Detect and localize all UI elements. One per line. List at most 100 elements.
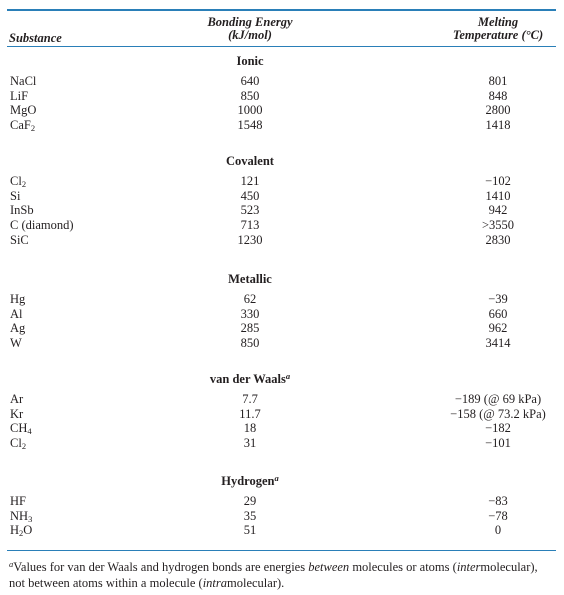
cell-melting-temperature: −39 (488, 292, 508, 306)
section-footnote-marker: a (285, 371, 291, 381)
cell-bonding-energy: 51 (243, 523, 257, 538)
cell-substance: H2O (10, 523, 32, 537)
footnote-marker: a (9, 559, 14, 569)
header-bonding-energy-line2: (kJ/mol) (228, 28, 272, 42)
cell-substance: Al (10, 307, 23, 321)
table-bottom-rule (7, 550, 556, 551)
cell-melting-temperature: 1418 (485, 118, 511, 133)
footnote: aValues for van der Waals and hydrogen b… (9, 559, 554, 591)
cell-melting-temperature: 942 (488, 203, 508, 218)
cell-bonding-energy: 1000 (237, 103, 263, 118)
cell-bonding-energy: 450 (240, 188, 260, 203)
cell-substance: C (diamond) (10, 218, 74, 232)
section-footnote-marker: a (274, 473, 279, 483)
substance-name: InSb (10, 203, 34, 218)
header-melting-temperature: Melting Temperature (°C) (398, 16, 564, 42)
cell-substance: HF (10, 494, 26, 508)
cell-bonding-energy: 121 (240, 174, 260, 188)
cell-melting-temperature: −102 (485, 174, 511, 188)
substance-subscript: 4 (27, 426, 32, 437)
substance-name: SiC (10, 232, 29, 247)
section-title: Ionic (0, 54, 500, 68)
cell-substance: CaF2 (10, 118, 35, 132)
header-rule (7, 46, 556, 47)
cell-substance: Ar (10, 392, 23, 406)
footnote-text-1: Values for van der Waals and hydrogen bo… (13, 560, 309, 574)
cell-melting-temperature: 0 (494, 523, 502, 538)
footnote-text-4: molecular). (227, 576, 285, 590)
section-label: Covalent (226, 154, 274, 168)
cell-bonding-energy: 11.7 (239, 406, 261, 421)
cell-substance: SiC (10, 233, 29, 247)
substance-subscript: 2 (30, 123, 36, 134)
cell-melting-temperature: −189 (@ 69 kPa) (454, 392, 542, 406)
footnote-inter: inter (456, 560, 481, 574)
footnote-between: between (308, 560, 350, 574)
cell-melting-temperature: −158 (@ 73.2 kPa) (450, 406, 546, 421)
section-label: Metallic (228, 272, 272, 286)
footnote-text-2: molecules or atoms ( (349, 560, 457, 574)
section-title: Metallic (0, 272, 500, 286)
section-title: Covalent (0, 154, 500, 168)
section-label: Ionic (236, 54, 264, 68)
section-label: van der Waals (209, 372, 286, 386)
cell-substance: NH3 (10, 509, 32, 523)
cell-bonding-energy: 285 (240, 321, 260, 336)
substance-name: Ag (10, 321, 26, 336)
substance-name: HF (10, 494, 26, 508)
header-melting-line1: Melting (477, 15, 519, 29)
cell-substance: Ag (10, 321, 25, 335)
cell-substance: Hg (10, 292, 25, 306)
cell-bonding-energy: 35 (243, 508, 257, 523)
cell-melting-temperature: 660 (488, 306, 508, 321)
cell-bonding-energy: 1230 (237, 232, 263, 247)
substance-subscript: 3 (28, 513, 33, 524)
substance-name: C (diamond) (10, 218, 74, 233)
cell-bonding-energy: 850 (240, 336, 260, 351)
cell-melting-temperature: −83 (488, 494, 508, 508)
cell-substance: Cl2 (10, 436, 26, 450)
header-substance: Substance (9, 31, 62, 45)
substance-name: Al (10, 306, 23, 321)
substance-subscript: 2 (21, 179, 27, 189)
cell-bonding-energy: 18 (243, 421, 257, 436)
cell-substance: Kr (10, 407, 23, 421)
substance-name: CH (10, 421, 28, 436)
cell-bonding-energy: 7.7 (242, 392, 258, 406)
section-title: van der Waalsa (0, 372, 500, 386)
cell-melting-temperature: −78 (488, 508, 508, 523)
section-title: Hydrogena (0, 474, 500, 488)
substance-name: Si (10, 188, 21, 203)
substance-name: NH (10, 508, 29, 523)
cell-melting-temperature: 2830 (485, 232, 511, 247)
header-bonding-energy: Bonding Energy (kJ/mol) (170, 16, 330, 42)
cell-substance: Si (10, 189, 20, 203)
substance-name: Ar (10, 392, 24, 406)
substance-name: Kr (10, 406, 24, 421)
cell-substance: InSb (10, 203, 34, 217)
cell-substance: Cl2 (10, 174, 26, 188)
cell-bonding-energy: 31 (243, 436, 257, 451)
cell-melting-temperature: 962 (488, 321, 508, 336)
cell-bonding-energy: 850 (240, 88, 260, 103)
cell-melting-temperature: −101 (485, 436, 511, 451)
cell-melting-temperature: −182 (485, 421, 511, 436)
section-label: Hydrogen (221, 474, 275, 488)
substance-subscript: 2 (19, 528, 24, 539)
cell-substance: LiF (10, 89, 28, 103)
substance-name: Hg (10, 292, 26, 306)
cell-bonding-energy: 330 (240, 306, 260, 321)
header-bonding-energy-line1: Bonding Energy (207, 15, 293, 29)
cell-substance: CH4 (10, 421, 32, 435)
cell-substance: W (10, 336, 22, 350)
substance-name: Cl (10, 174, 22, 188)
table-top-rule (7, 9, 556, 11)
substance-name: CaF (10, 118, 31, 133)
substance-name: W (10, 336, 22, 351)
cell-melting-temperature: 801 (488, 74, 508, 88)
cell-melting-temperature: 2800 (485, 103, 511, 118)
cell-bonding-energy: 640 (240, 74, 260, 88)
cell-bonding-energy: 713 (240, 218, 260, 233)
cell-bonding-energy: 1548 (237, 118, 263, 133)
